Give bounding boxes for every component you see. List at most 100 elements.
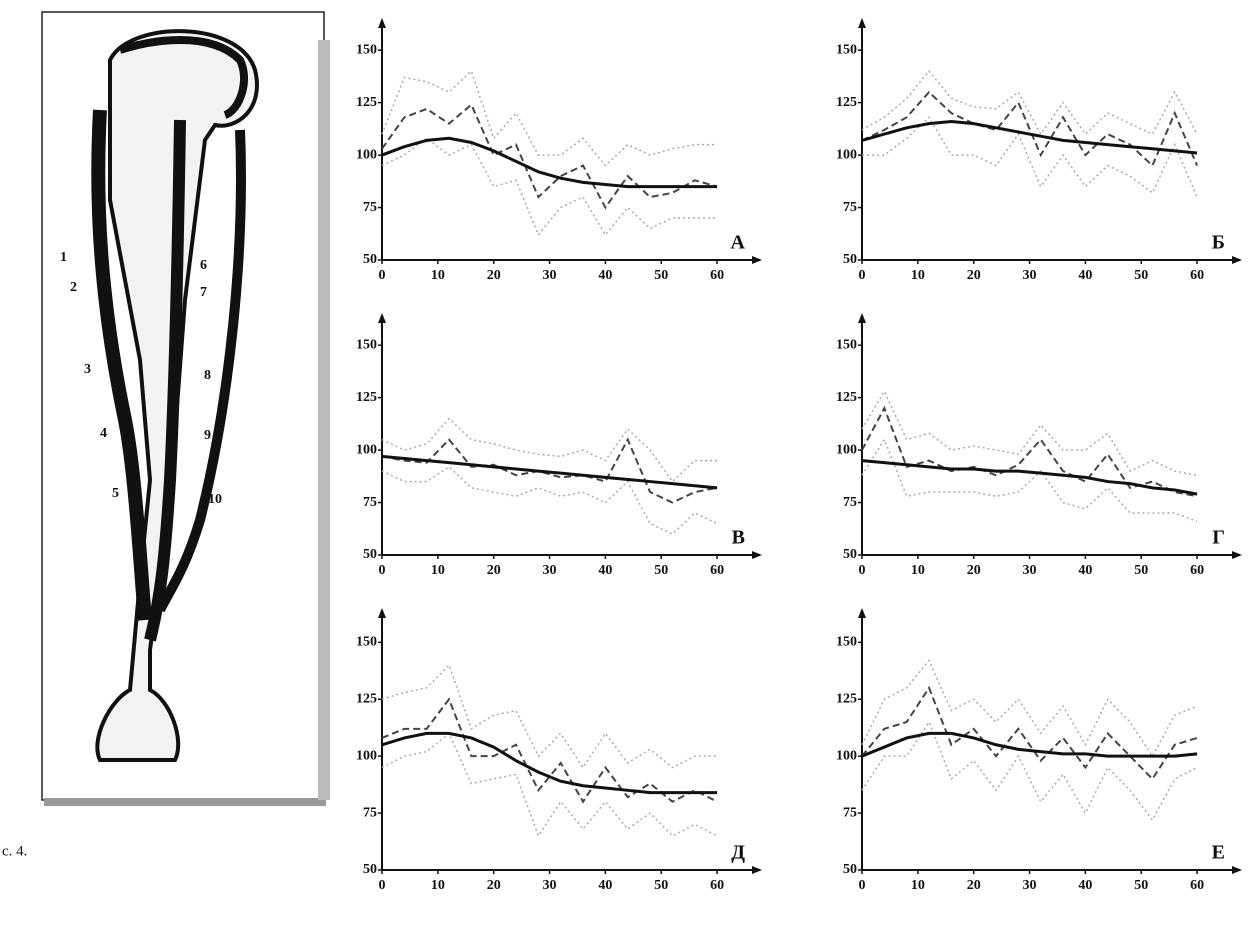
- series-line: [381, 697, 718, 804]
- y-tick-label: 125: [356, 691, 377, 706]
- x-tick-label: 50: [1134, 563, 1148, 578]
- series-line: [381, 732, 718, 838]
- x-tick-label: 50: [1134, 268, 1148, 283]
- axis-arrow: [858, 313, 866, 323]
- marker-label: 1: [60, 250, 67, 265]
- series-line: [381, 137, 718, 237]
- y-tick-label: 150: [356, 42, 377, 57]
- series-line: [381, 69, 718, 167]
- x-tick-label: 10: [431, 563, 445, 578]
- x-tick-label: 20: [967, 268, 981, 283]
- axis-arrow: [1232, 256, 1242, 264]
- y-tick-label: 75: [363, 805, 377, 820]
- series-line: [861, 659, 1198, 758]
- figure-caption: с. 4.: [2, 843, 27, 859]
- x-tick-label: 20: [487, 878, 501, 893]
- axis-arrow: [378, 608, 386, 618]
- x-tick-label: 30: [1023, 563, 1037, 578]
- y-tick-label: 50: [843, 547, 857, 562]
- panel-label: Б: [1212, 232, 1225, 254]
- x-tick-label: 60: [1190, 878, 1204, 893]
- series-line: [861, 437, 1198, 523]
- x-tick-label: 0: [859, 878, 866, 893]
- x-tick-label: 40: [598, 563, 612, 578]
- bone-head: [118, 36, 248, 119]
- series-line: [861, 685, 1198, 781]
- marker-label: 8: [204, 368, 211, 383]
- y-tick-label: 125: [356, 390, 377, 405]
- x-tick-label: 20: [967, 563, 981, 578]
- y-tick-label: 50: [843, 862, 857, 877]
- y-tick-label: 150: [836, 42, 857, 57]
- y-tick-label: 100: [836, 748, 857, 763]
- bone-diagram: 1 2 3 4 5 6 7 8 9 10 с. 4.: [2, 11, 330, 859]
- axis-arrow: [752, 866, 762, 874]
- series-line: [381, 454, 718, 490]
- x-tick-label: 0: [379, 878, 386, 893]
- x-tick-label: 40: [1078, 563, 1092, 578]
- y-tick-label: 100: [836, 442, 857, 457]
- x-tick-label: 50: [654, 563, 668, 578]
- x-tick-label: 0: [379, 268, 386, 283]
- frame-shadow: [44, 798, 326, 806]
- y-tick-label: 75: [363, 495, 377, 510]
- axis-arrow: [858, 608, 866, 618]
- y-tick-label: 75: [843, 200, 857, 215]
- x-tick-label: 0: [859, 563, 866, 578]
- x-tick-label: 20: [967, 878, 981, 893]
- x-tick-label: 10: [431, 268, 445, 283]
- y-tick-label: 50: [363, 252, 377, 267]
- panel-label: Д: [731, 842, 745, 864]
- panel-label: В: [732, 527, 745, 549]
- axis-arrow: [1232, 551, 1242, 559]
- y-tick-label: 75: [843, 805, 857, 820]
- y-tick-label: 150: [356, 635, 377, 650]
- marker-label: 10: [208, 492, 222, 507]
- series-line: [381, 437, 718, 504]
- y-tick-label: 125: [356, 95, 377, 110]
- x-tick-label: 40: [598, 878, 612, 893]
- series-line: [861, 459, 1198, 496]
- x-tick-label: 30: [543, 563, 557, 578]
- x-tick-label: 10: [911, 563, 925, 578]
- y-tick-label: 100: [356, 748, 377, 763]
- series-line: [381, 103, 718, 210]
- axis-arrow: [378, 18, 386, 28]
- series-line: [381, 136, 718, 189]
- series-line: [861, 69, 1198, 136]
- x-tick-label: 60: [710, 268, 724, 283]
- axis-arrow: [1232, 866, 1242, 874]
- series-line: [861, 731, 1198, 758]
- x-tick-label: 10: [911, 878, 925, 893]
- y-tick-label: 125: [836, 390, 857, 405]
- panel-label: Е: [1212, 842, 1225, 864]
- y-tick-label: 150: [836, 337, 857, 352]
- x-tick-label: 0: [859, 268, 866, 283]
- x-tick-label: 30: [543, 878, 557, 893]
- series-line: [861, 90, 1199, 168]
- bone-cortex: [155, 129, 246, 613]
- series-line: [381, 465, 718, 535]
- x-tick-label: 60: [710, 878, 724, 893]
- series-line: [381, 663, 718, 769]
- series-line: [862, 116, 1198, 198]
- x-tick-label: 60: [1190, 563, 1204, 578]
- y-tick-label: 50: [363, 862, 377, 877]
- series-line: [381, 731, 718, 795]
- x-tick-label: 30: [1023, 878, 1037, 893]
- y-tick-label: 100: [836, 147, 857, 162]
- marker-label: 6: [200, 258, 207, 273]
- marker-label: 7: [200, 285, 207, 300]
- marker-label: 5: [112, 486, 119, 501]
- marker-label: 4: [100, 426, 107, 441]
- x-tick-label: 40: [1078, 878, 1092, 893]
- series-line: [861, 389, 1198, 477]
- bone-cortex: [91, 109, 152, 621]
- x-tick-label: 20: [487, 268, 501, 283]
- axis-arrow: [752, 256, 762, 264]
- x-tick-label: 10: [431, 878, 445, 893]
- y-tick-label: 50: [363, 547, 377, 562]
- axis-arrow: [378, 313, 386, 323]
- x-tick-label: 40: [598, 268, 612, 283]
